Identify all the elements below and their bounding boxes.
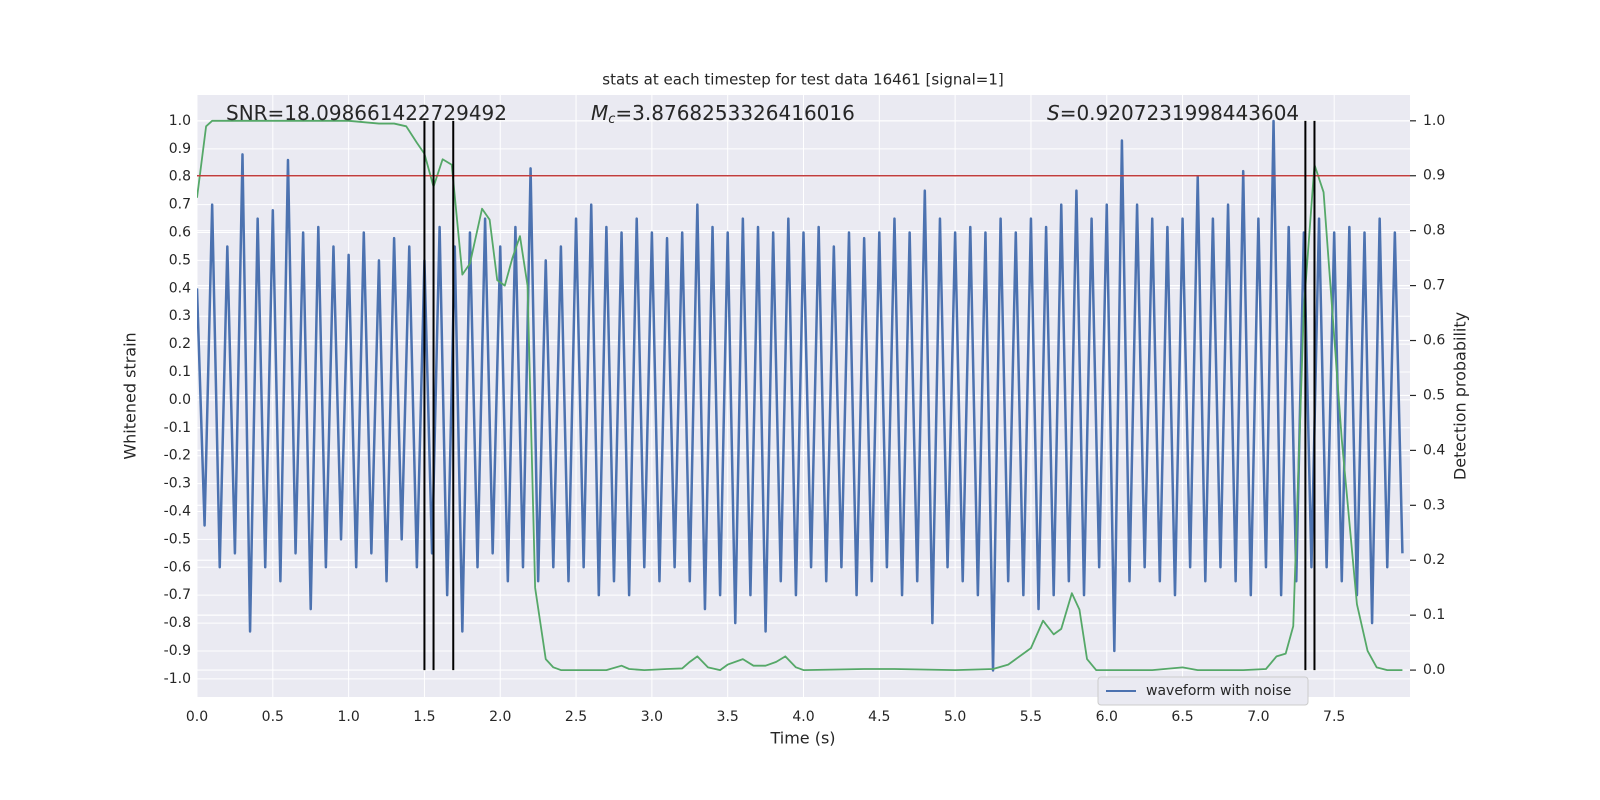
y2-tick-label: 0.8	[1423, 223, 1445, 239]
grid	[196, 95, 1410, 697]
y-tick-label: -0.5	[164, 531, 191, 547]
y-tick-label: -1.0	[164, 671, 191, 687]
y-tick-label: 0.7	[169, 197, 191, 213]
y-tick-label: 0.2	[169, 336, 191, 352]
x-axis-label: Time (s)	[769, 729, 835, 748]
x-tick-label: 7.5	[1323, 709, 1345, 725]
x-tick-label: 5.5	[1020, 709, 1042, 725]
y-tick-label: -0.7	[164, 587, 191, 603]
y-tick-label: 0.0	[169, 392, 191, 408]
x-tick-label: 0.5	[262, 709, 284, 725]
labels: 0.0 0.5 1.0 1.5 2.0 2.5 3.0 3.5 4.0 4.5 5.0 5.5 6.0 6…	[164, 113, 1446, 725]
legend-box	[1097, 676, 1309, 706]
annotation-text: =3.8768253326416016	[615, 101, 854, 125]
annotation-text: SNR=18.098661422729492	[226, 101, 507, 125]
marks	[197, 119, 1410, 672]
series-line	[197, 119, 1403, 671]
y2-tick-label: 0.0	[1423, 662, 1445, 678]
y-tick-label: -0.6	[164, 559, 191, 575]
x-tick-label: 1.5	[413, 709, 435, 725]
annotation: S=0.9207231998443604	[1047, 101, 1299, 125]
annotation-text: =0.9207231998443604	[1060, 101, 1299, 125]
y-tick-label: 0.6	[169, 225, 191, 241]
y2-tick-label: 0.3	[1423, 497, 1445, 513]
x-tick-label: 6.5	[1171, 709, 1193, 725]
y-tick-label: 0.9	[169, 141, 191, 157]
x-tick-label: 6.0	[1096, 709, 1118, 725]
y2-axis-label: Detection probability	[1451, 312, 1470, 480]
y-tick-label: 0.3	[169, 308, 191, 324]
y-tick-label: 1.0	[169, 113, 191, 129]
y2-tick-label: 0.6	[1423, 333, 1445, 349]
y-tick-label: -0.8	[164, 615, 191, 631]
annotation: Mc=3.8768253326416016	[591, 101, 855, 127]
x-tick-label: 5.0	[944, 709, 966, 725]
x-tick-label: 4.0	[792, 709, 814, 725]
annotation: SNR=18.098661422729492	[226, 101, 507, 125]
annotation-subscript: c	[608, 112, 615, 127]
y-tick-label: 0.8	[169, 169, 191, 185]
y2-tick-label: 0.9	[1423, 168, 1445, 184]
y2-tick-label: 0.2	[1423, 552, 1445, 568]
x-tick-label: 3.5	[717, 709, 739, 725]
y-tick-label: -0.2	[164, 448, 191, 464]
x-tick-label: 3.0	[641, 709, 663, 725]
x-tick-label: 0.0	[186, 709, 208, 725]
y-tick-label: -0.3	[164, 476, 191, 492]
y2-tick-label: 0.4	[1423, 442, 1445, 458]
y-tick-label: -0.4	[164, 503, 191, 519]
annotation-symbol: S	[1047, 101, 1060, 125]
legend: waveform with noise	[1097, 676, 1309, 706]
y-tick-label: -0.1	[164, 420, 191, 436]
annotation-symbol: M	[591, 101, 608, 125]
series-line	[197, 119, 1404, 672]
y2-tick-label: 0.5	[1423, 387, 1445, 403]
y-tick-label: 0.5	[169, 252, 191, 268]
y-tick-label: -0.9	[164, 643, 191, 659]
x-tick-label: 1.0	[337, 709, 359, 725]
y2-tick-label: 0.1	[1423, 607, 1445, 623]
x-tick-label: 7.0	[1247, 709, 1269, 725]
y2-tick-label: 1.0	[1423, 113, 1445, 129]
y-axis-label: Whitened strain	[121, 332, 140, 459]
legend-label: waveform with noise	[1146, 683, 1291, 699]
y2-tick-label: 0.7	[1423, 278, 1445, 294]
x-tick-label: 2.5	[565, 709, 587, 725]
chart-title: stats at each timestep for test data 164…	[602, 71, 1003, 89]
x-tick-label: 4.5	[868, 709, 890, 725]
y-tick-label: 0.1	[169, 364, 191, 380]
x-tick-label: 2.0	[489, 709, 511, 725]
y-tick-label: 0.4	[169, 280, 191, 296]
